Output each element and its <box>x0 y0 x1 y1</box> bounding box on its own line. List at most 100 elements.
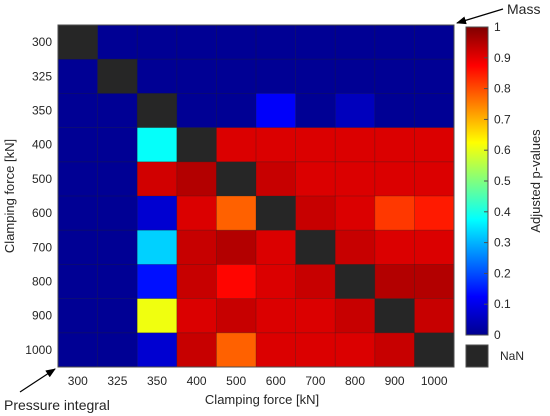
heatmap-cell <box>216 59 257 94</box>
x-tick-label: 1000 <box>421 374 448 388</box>
heatmap-cell <box>216 298 257 334</box>
heatmap-cell <box>295 25 336 60</box>
heatmap-cell <box>58 264 98 299</box>
heatmap-cell <box>374 161 415 197</box>
pressure-integral-label: Pressure integral <box>4 397 110 413</box>
y-tick-labels: 300 325 350 400 500 600 700 800 900 1000 <box>25 35 52 357</box>
heatmap-cell-nan <box>374 298 415 334</box>
heatmap-cell <box>97 25 138 60</box>
colorbar-tick-label: 0.8 <box>494 82 511 96</box>
heatmap-cell <box>295 127 336 163</box>
heatmap-cell <box>97 298 138 334</box>
colorbar-tick-label: 0.7 <box>494 112 511 126</box>
x-tick-label: 900 <box>385 374 405 388</box>
heatmap-cell <box>414 264 455 299</box>
heatmap-cell <box>414 298 455 334</box>
heatmap-cell <box>97 332 138 368</box>
heatmap-cell <box>414 196 455 231</box>
heatmap-cell <box>295 59 336 94</box>
heatmap-cell <box>256 93 296 128</box>
heatmap-cell-nan <box>58 25 98 60</box>
x-tick-label: 700 <box>305 374 325 388</box>
heatmap-cell <box>176 264 217 299</box>
heatmap-cell <box>374 25 415 60</box>
x-tick-labels: 300 325 350 400 500 600 700 800 900 1000 <box>68 374 448 388</box>
y-tick-label: 350 <box>32 104 52 118</box>
heatmap-cell <box>295 264 336 299</box>
y-tick-label: 325 <box>32 69 52 83</box>
heatmap-cell <box>137 332 178 368</box>
mass-arrow <box>456 8 504 25</box>
heatmap-cell-nan <box>295 230 336 265</box>
heatmap-cell <box>176 59 217 94</box>
colorbar-tick-label: 0 <box>494 328 501 342</box>
heatmap-cell <box>414 230 455 265</box>
colorbar-tick-label: 0.3 <box>494 236 511 250</box>
heatmap-cell <box>295 196 336 231</box>
heatmap-cell <box>414 59 455 94</box>
heatmap-cell <box>216 25 257 60</box>
heatmap-cell <box>256 25 296 60</box>
heatmap-cell <box>216 93 257 128</box>
y-tick-label: 900 <box>32 309 52 323</box>
heatmap-cell <box>374 230 415 265</box>
heatmap-cell-nan <box>335 264 376 299</box>
heatmap-cell <box>137 264 178 299</box>
heatmap-cell <box>58 230 98 265</box>
heatmap-cell <box>176 25 217 60</box>
x-tick-label: 350 <box>147 374 167 388</box>
colorbar-tick-label: 1 <box>494 20 501 34</box>
x-tick-label: 400 <box>187 374 207 388</box>
x-tick-label: 300 <box>68 374 88 388</box>
heatmap-cell <box>256 332 296 368</box>
heatmap-cell <box>374 196 415 231</box>
y-tick-label: 500 <box>32 172 52 186</box>
heatmap-cell <box>176 230 217 265</box>
heatmap-cell <box>256 264 296 299</box>
heatmap-cell <box>335 127 376 163</box>
heatmap-cell <box>256 230 296 265</box>
heatmap-cell <box>58 298 98 334</box>
heatmap-cell <box>58 196 98 231</box>
heatmap-cell <box>256 298 296 334</box>
heatmap-cell <box>176 93 217 128</box>
y-tick-label: 600 <box>32 206 52 220</box>
heatmap-cell <box>97 161 138 197</box>
nan-label: NaN <box>500 349 524 363</box>
heatmap-cell <box>335 25 376 60</box>
heatmap-cell <box>256 127 296 163</box>
heatmap-cell <box>414 161 455 197</box>
heatmap-cell <box>335 161 376 197</box>
plot-frame <box>57 24 455 368</box>
heatmap-cell <box>137 161 178 197</box>
heatmap-cell <box>414 127 455 163</box>
heatmap-cell <box>374 59 415 94</box>
colorbar-tick-label: 0.4 <box>494 205 511 219</box>
y-axis-label: Clamping force [kN] <box>2 139 17 253</box>
heatmap-cell <box>137 196 178 231</box>
colorbar-label: Adjusted p-values <box>528 129 543 233</box>
y-tick-label: 1000 <box>25 343 52 357</box>
heatmap-cell <box>216 196 257 231</box>
x-tick-label: 600 <box>266 374 286 388</box>
nan-swatch <box>465 344 489 368</box>
x-axis-label: Clamping force [kN] <box>205 392 319 407</box>
y-tick-label: 800 <box>32 275 52 289</box>
heatmap-cell <box>137 25 178 60</box>
y-tick-label: 700 <box>32 240 52 254</box>
x-tick-label: 325 <box>107 374 127 388</box>
y-tick-label: 300 <box>32 35 52 49</box>
heatmap-cell-nan <box>216 161 257 197</box>
heatmap-cell-nan <box>256 196 296 231</box>
heatmap-cell-nan <box>414 332 455 368</box>
heatmap-cell <box>58 59 98 94</box>
colorbar-tick-label: 0.9 <box>494 51 511 65</box>
heatmap-cell <box>58 161 98 197</box>
heatmap-cells <box>58 25 455 368</box>
heatmap-cell <box>176 332 217 368</box>
colorbar-tick-label: 0.2 <box>494 266 511 280</box>
heatmap-cell <box>374 332 415 368</box>
heatmap-cell <box>414 25 455 60</box>
heatmap-cell <box>335 332 376 368</box>
